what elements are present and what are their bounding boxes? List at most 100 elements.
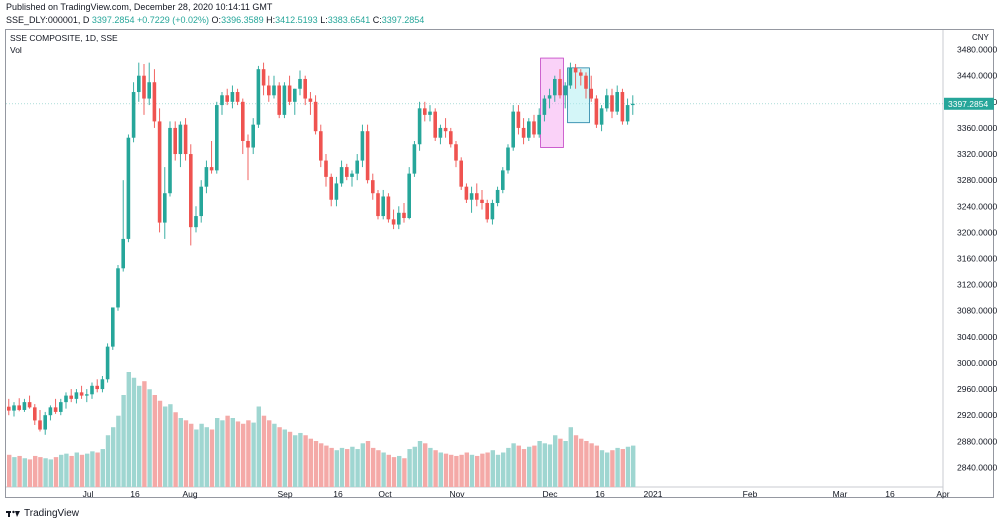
volume-bar <box>105 435 111 487</box>
volume-bar <box>443 453 449 487</box>
candle-body <box>168 127 172 194</box>
volume-bar <box>345 449 350 487</box>
candle-body <box>74 392 79 399</box>
volume-bar <box>131 377 137 487</box>
volume-bar <box>293 435 298 487</box>
low-label: L: <box>320 15 328 25</box>
chart-frame[interactable] <box>5 29 994 498</box>
candle-body <box>381 196 385 217</box>
candle-body <box>38 420 42 430</box>
volume-bar <box>178 418 183 487</box>
volume-bar <box>194 429 199 487</box>
candle-body <box>475 193 479 200</box>
volume-bar <box>433 450 438 487</box>
candle-body <box>22 402 27 410</box>
candle-body <box>313 101 318 132</box>
candle-body <box>215 105 219 171</box>
candle-body <box>589 88 593 99</box>
candle-body <box>152 82 157 122</box>
candle-body <box>131 92 136 138</box>
volume-bar <box>147 389 152 487</box>
volume-bar <box>17 455 22 487</box>
volume-bar <box>173 412 178 487</box>
candle-body <box>625 105 630 122</box>
volume-bar <box>501 452 506 487</box>
volume-bar <box>163 406 168 487</box>
volume-bar <box>615 447 620 487</box>
candle-body <box>277 85 281 115</box>
candle-body <box>27 402 32 408</box>
volume-bar <box>532 445 537 487</box>
volume-bar <box>157 400 163 487</box>
volume-bar <box>511 443 516 487</box>
y-tick-label: 3360.0000 <box>957 123 997 133</box>
volume-bar <box>64 453 69 487</box>
candle-body <box>599 108 604 125</box>
volume-bar <box>381 452 386 487</box>
candle-body <box>241 101 245 141</box>
candle-body <box>339 167 344 184</box>
candle-body <box>631 103 635 106</box>
volume-bar <box>449 454 454 487</box>
candle-body <box>79 392 84 396</box>
volume-bar <box>168 404 173 487</box>
volume-bar <box>220 420 225 487</box>
volume-bar <box>126 372 131 487</box>
candle-body <box>532 121 536 135</box>
volume-bar <box>12 457 17 487</box>
candle-body <box>584 75 588 89</box>
chart-legend-title[interactable]: SSE COMPOSITE, 1D, SSE <box>10 33 118 43</box>
footer-brand[interactable]: TradingView <box>6 508 79 519</box>
volume-bar <box>313 441 319 487</box>
close-label: C: <box>372 15 382 25</box>
volume-bar <box>542 443 547 487</box>
volume-bar <box>386 454 391 487</box>
candle-body <box>105 346 110 380</box>
volume-bar <box>287 431 293 487</box>
candle-body <box>126 137 131 239</box>
candle-body <box>537 114 541 135</box>
candle-body <box>287 85 292 102</box>
x-tick-label: Apr <box>936 489 949 499</box>
candle-body <box>298 78 302 89</box>
volume-bar <box>490 450 495 487</box>
volume-legend[interactable]: Vol <box>10 45 22 55</box>
volume-bar <box>189 423 194 487</box>
candle-body <box>579 72 583 76</box>
volume-bar <box>261 415 267 487</box>
volume-bar <box>438 452 443 487</box>
volume-bar <box>469 454 475 487</box>
candle-body <box>417 108 422 145</box>
candle-body <box>558 78 562 96</box>
x-tick-label: Jul <box>83 489 94 499</box>
volume-bar <box>38 457 43 487</box>
candle-body <box>194 216 198 228</box>
volume-bar <box>485 452 490 487</box>
volume-bar <box>215 418 220 487</box>
volume-bar <box>111 427 116 487</box>
volume-bar <box>152 395 157 487</box>
candle-body <box>511 111 515 148</box>
candle-body <box>178 124 183 155</box>
volume-bar <box>303 435 308 487</box>
candle-body <box>402 212 406 219</box>
volume-bar <box>620 449 625 487</box>
volume-bar <box>527 446 532 487</box>
high-label: H: <box>266 15 276 25</box>
candle-body <box>563 85 567 96</box>
candle-body <box>251 124 255 148</box>
volume-bar <box>116 415 121 487</box>
volume-bar <box>537 441 542 487</box>
volume-bar <box>589 443 594 487</box>
candle-body <box>469 193 474 200</box>
volume-bar <box>558 438 563 487</box>
volume-bar <box>365 441 371 487</box>
candle-body <box>594 98 599 125</box>
volume-bar <box>27 459 33 487</box>
volume-bar <box>423 443 428 487</box>
volume-bar <box>277 427 282 487</box>
volume-bar <box>599 450 605 487</box>
candle-body <box>43 415 47 430</box>
candle-body <box>85 394 89 396</box>
